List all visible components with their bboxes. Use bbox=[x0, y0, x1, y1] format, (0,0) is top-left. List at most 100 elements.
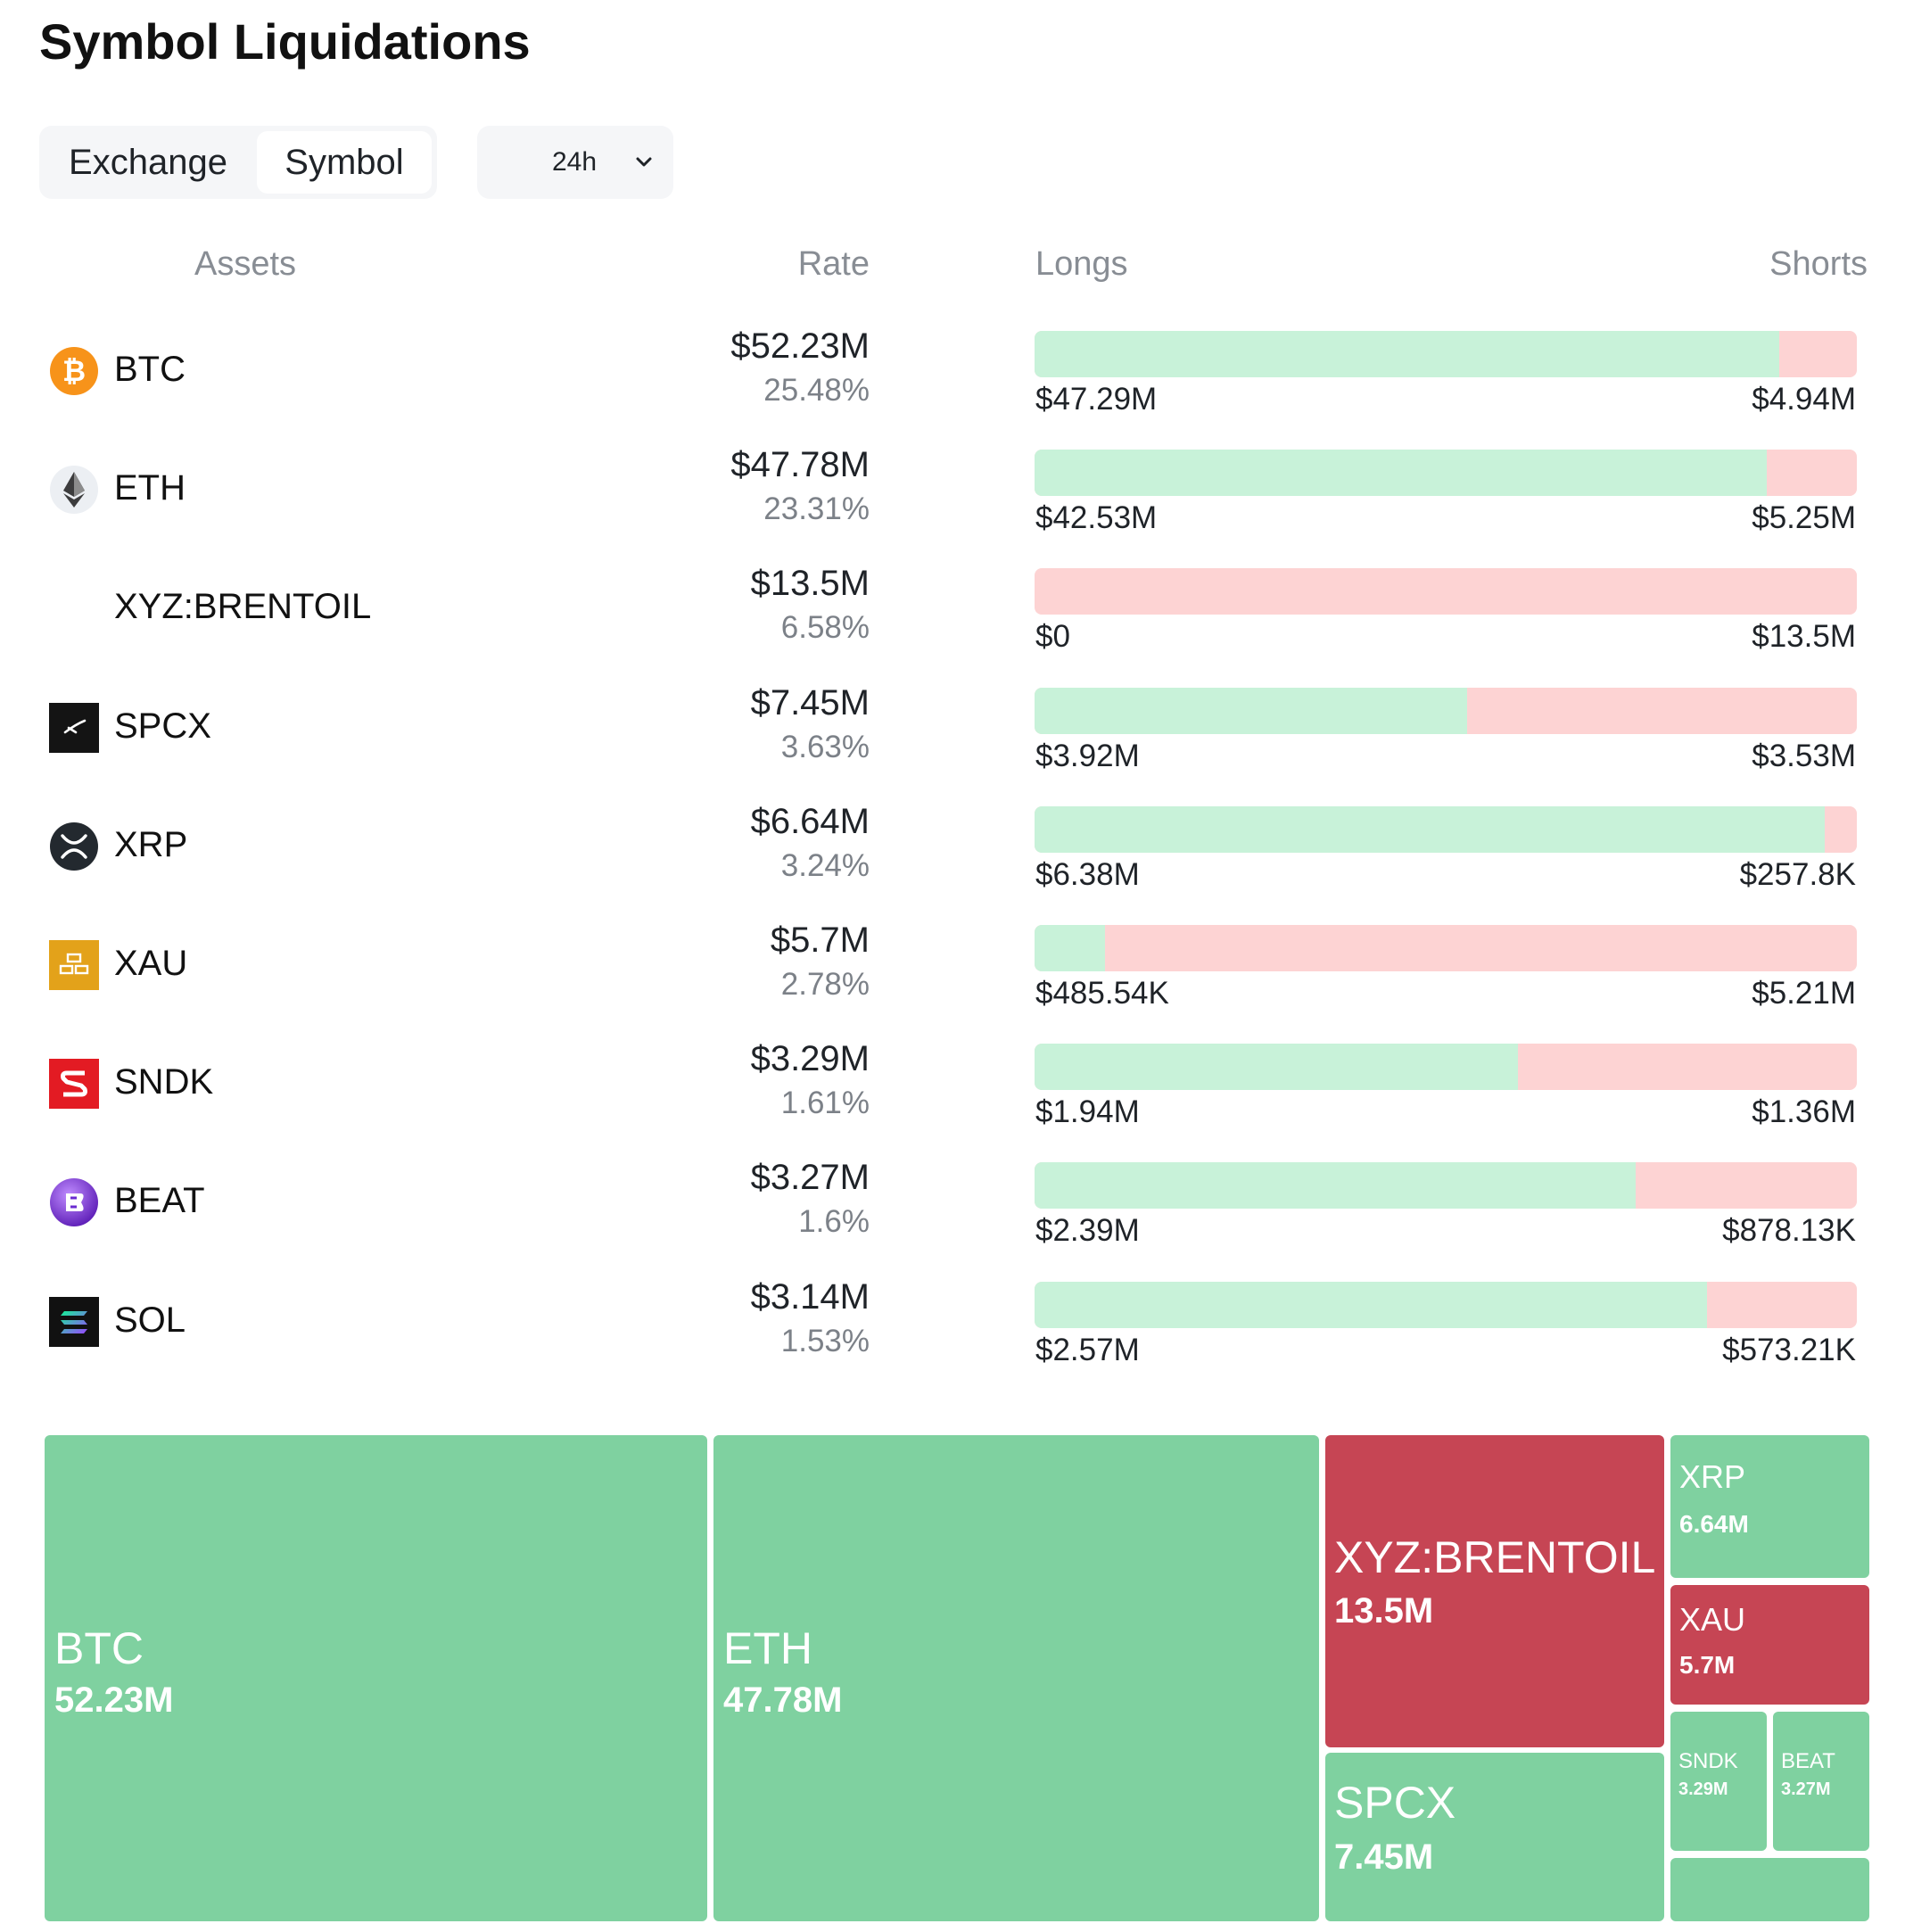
rate-percent: 3.24% bbox=[780, 847, 870, 883]
rate-percent: 23.31% bbox=[763, 491, 870, 527]
longs-value: $47.29M bbox=[1035, 382, 1158, 417]
longs-fill bbox=[1035, 925, 1105, 971]
period-select[interactable]: 24h bbox=[477, 126, 673, 199]
shorts-value: $5.21M bbox=[1752, 976, 1856, 1011]
bitcoin-icon: ₿ bbox=[49, 346, 99, 396]
treemap-tile-eth[interactable]: ETH 47.78M bbox=[713, 1435, 1319, 1921]
table-row[interactable]: SOL $3.14M 1.53% $2.57M $573.21K bbox=[0, 1277, 1905, 1396]
table-row[interactable]: XRP $6.64M 3.24% $6.38M $257.8K bbox=[0, 802, 1905, 921]
table-row[interactable]: ETH $47.78M 23.31% $42.53M $5.25M bbox=[0, 445, 1905, 564]
asset-name: BTC bbox=[114, 350, 186, 389]
shorts-value: $878.13K bbox=[1722, 1213, 1856, 1249]
treemap-tile-value: 6.64M bbox=[1679, 1510, 1749, 1538]
rate-value: $7.45M bbox=[750, 682, 870, 722]
longs-fill bbox=[1035, 805, 1826, 853]
treemap-tile-beat[interactable]: BEAT 3.27M bbox=[1773, 1712, 1869, 1851]
treemap-tile-value: 13.5M bbox=[1334, 1591, 1434, 1631]
asset-name: XYZ:BRENTOIL bbox=[114, 587, 372, 627]
column-header-shorts: Shorts bbox=[1769, 245, 1868, 283]
table-row[interactable]: BEAT $3.27M 1.6% $2.39M $878.13K bbox=[0, 1158, 1905, 1276]
treemap-tile-label: SPCX bbox=[1334, 1778, 1456, 1828]
svg-text:₿: ₿ bbox=[62, 355, 86, 387]
treemap-tile-value: 47.78M bbox=[723, 1680, 843, 1720]
gold-bars-icon bbox=[49, 940, 99, 990]
rate-percent: 1.61% bbox=[780, 1086, 870, 1121]
treemap-tile-label: XYZ:BRENTOIL bbox=[1334, 1532, 1656, 1582]
treemap-tile-xrp[interactable]: XRP 6.64M bbox=[1670, 1435, 1869, 1578]
view-toggle: Exchange Symbol bbox=[39, 126, 437, 199]
longs-value: $2.39M bbox=[1035, 1213, 1140, 1249]
rate-value: $6.64M bbox=[750, 801, 870, 841]
treemap-tile-xyz-brentoil[interactable]: XYZ:BRENTOIL 13.5M bbox=[1325, 1435, 1664, 1747]
table-row[interactable]: SNDK $3.29M 1.61% $1.94M $1.36M bbox=[0, 1039, 1905, 1158]
rate-percent: 6.58% bbox=[780, 610, 870, 646]
shorts-value: $3.53M bbox=[1752, 738, 1856, 773]
treemap-tile[interactable] bbox=[1670, 1858, 1869, 1921]
treemap-tile-xau[interactable]: XAU 5.7M bbox=[1670, 1585, 1869, 1705]
treemap-tile-value: 3.29M bbox=[1678, 1779, 1728, 1799]
longs-value: $485.54K bbox=[1035, 976, 1169, 1011]
column-header-assets: Assets bbox=[194, 245, 297, 283]
longs-value: $3.92M bbox=[1035, 738, 1140, 773]
shorts-value: $5.25M bbox=[1752, 500, 1856, 536]
shorts-value: $4.94M bbox=[1752, 382, 1856, 417]
tab-symbol[interactable]: Symbol bbox=[257, 131, 432, 194]
rate-percent: 3.63% bbox=[780, 729, 870, 764]
shorts-value: $1.36M bbox=[1752, 1094, 1856, 1130]
asset-name: SNDK bbox=[114, 1062, 214, 1102]
rate-percent: 1.6% bbox=[798, 1204, 870, 1240]
long-short-bar bbox=[1035, 450, 1857, 497]
treemap-tile-value: 52.23M bbox=[54, 1680, 174, 1720]
rate-percent: 25.48% bbox=[763, 373, 870, 408]
long-short-bar bbox=[1035, 1162, 1857, 1210]
shorts-value: $13.5M bbox=[1752, 619, 1856, 655]
long-short-bar bbox=[1035, 331, 1857, 377]
long-short-bar bbox=[1035, 805, 1857, 853]
long-short-bar bbox=[1035, 925, 1857, 971]
table-row[interactable]: XYZ:BRENTOIL $13.5M 6.58% $0 $13.5M bbox=[0, 564, 1905, 682]
asset-name: SOL bbox=[114, 1300, 186, 1340]
treemap-tile-sndk[interactable]: SNDK 3.29M bbox=[1670, 1712, 1767, 1851]
column-header-longs: Longs bbox=[1035, 245, 1128, 283]
long-short-bar bbox=[1035, 1281, 1857, 1328]
longs-value: $2.57M bbox=[1035, 1332, 1140, 1367]
tab-exchange[interactable]: Exchange bbox=[69, 142, 227, 182]
period-value: 24h bbox=[552, 147, 598, 177]
treemap-tile-label: XRP bbox=[1679, 1458, 1746, 1495]
asset-name: SPCX bbox=[114, 706, 211, 746]
rate-value: $47.78M bbox=[730, 445, 870, 485]
chevron-down-icon bbox=[636, 157, 652, 167]
xrp-icon bbox=[49, 822, 99, 871]
spacex-icon bbox=[49, 702, 99, 753]
sandisk-icon bbox=[49, 1059, 99, 1110]
long-short-bar bbox=[1035, 1044, 1857, 1091]
longs-fill bbox=[1035, 450, 1767, 497]
longs-fill bbox=[1035, 1162, 1637, 1210]
page-title: Symbol Liquidations bbox=[39, 13, 531, 70]
table-row[interactable]: ₿ BTC $52.23M 25.48% $47.29M $4.94M bbox=[0, 326, 1905, 445]
longs-fill bbox=[1035, 1281, 1707, 1328]
table-row[interactable]: XAU $5.7M 2.78% $485.54K $5.21M bbox=[0, 921, 1905, 1039]
treemap-tile-label: BEAT bbox=[1781, 1749, 1835, 1773]
solana-icon bbox=[49, 1296, 99, 1347]
shorts-value: $257.8K bbox=[1739, 856, 1856, 892]
treemap-tile-label: XAU bbox=[1679, 1601, 1746, 1638]
longs-value: $0 bbox=[1035, 619, 1070, 655]
treemap-tile-value: 3.27M bbox=[1781, 1779, 1831, 1799]
long-short-bar bbox=[1035, 568, 1857, 615]
long-short-bar bbox=[1035, 687, 1857, 734]
longs-value: $6.38M bbox=[1035, 856, 1140, 892]
table-row[interactable]: SPCX $7.45M 3.63% $3.92M $3.53M bbox=[0, 683, 1905, 802]
column-header-rate: Rate bbox=[797, 245, 870, 283]
rate-value: $3.14M bbox=[750, 1276, 870, 1317]
treemap-tile-value: 7.45M bbox=[1334, 1837, 1434, 1877]
treemap-tile-label: ETH bbox=[723, 1623, 812, 1673]
treemap-tile-value: 5.7M bbox=[1679, 1651, 1736, 1679]
ethereum-icon bbox=[49, 465, 99, 515]
treemap-tile-btc[interactable]: BTC 52.23M bbox=[45, 1435, 707, 1921]
asset-name: XAU bbox=[114, 944, 188, 983]
rate-percent: 1.53% bbox=[780, 1323, 870, 1358]
asset-name: BEAT bbox=[114, 1181, 205, 1221]
treemap-tile-spcx[interactable]: SPCX 7.45M bbox=[1325, 1753, 1664, 1921]
longs-fill bbox=[1035, 687, 1468, 734]
